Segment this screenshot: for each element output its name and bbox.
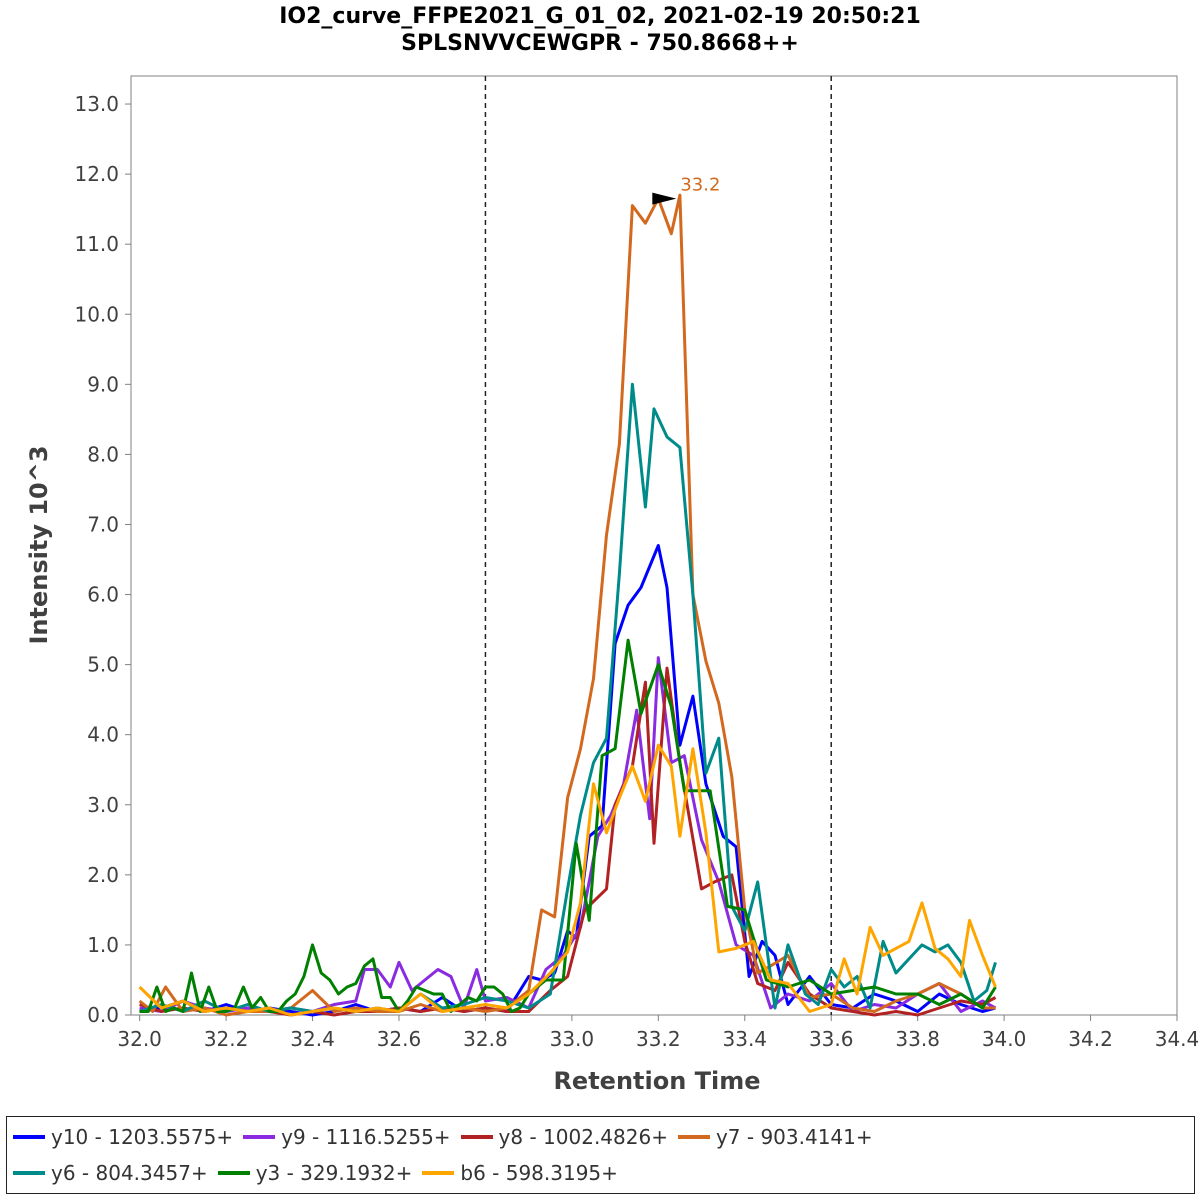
series-line xyxy=(139,666,997,1017)
legend-item: y7 - 903.4141+ xyxy=(677,1125,873,1149)
chart-subtitle: SPLSNVVCEWGPR - 750.8668++ xyxy=(401,31,799,56)
legend-label: y6 - 804.3457+ xyxy=(51,1161,208,1185)
y-tick-label: 6.0 xyxy=(87,583,119,607)
legend-swatch xyxy=(460,1135,493,1139)
x-tick-label: 33.0 xyxy=(550,1027,595,1051)
y-tick-label: 12.0 xyxy=(74,162,119,186)
y-tick-label: 3.0 xyxy=(87,793,119,817)
legend-item: y8 - 1002.4826+ xyxy=(460,1125,668,1149)
x-axis: 32.0 32.2 32.4 32.6 32.8 33.0 33.2 33.4 33.6 33.8… xyxy=(117,1015,1199,1051)
legend-label: b6 - 598.3195+ xyxy=(460,1161,618,1185)
y-tick-label: 2.0 xyxy=(87,863,119,887)
y-tick-label: 10.0 xyxy=(74,302,119,326)
y-tick-label: 11.0 xyxy=(74,232,119,256)
legend-label: y3 - 329.1932+ xyxy=(255,1161,413,1185)
legend-swatch xyxy=(217,1171,250,1175)
y-tick-label: 13.0 xyxy=(74,92,119,116)
series-line xyxy=(138,193,996,1017)
legend-label: y10 - 1203.5575+ xyxy=(51,1125,234,1149)
legend-swatch xyxy=(13,1171,45,1175)
x-tick-label: 33.4 xyxy=(723,1027,768,1051)
legend-label: y7 - 903.4141+ xyxy=(715,1125,873,1149)
y-tick-label: 5.0 xyxy=(87,653,119,677)
x-tick-label: 32.6 xyxy=(377,1027,422,1051)
chart-title: IO2_curve_FFPE2021_G_01_02, 2021-02-19 2… xyxy=(279,4,921,29)
legend-swatch xyxy=(422,1171,455,1175)
legend-swatch xyxy=(677,1135,710,1139)
x-tick-label: 32.4 xyxy=(290,1027,335,1051)
boundary-markers xyxy=(484,76,832,1015)
legend-label: y8 - 1002.4826+ xyxy=(498,1125,668,1149)
x-tick-label: 34.4 xyxy=(1155,1027,1200,1051)
x-tick-label: 32.2 xyxy=(204,1027,249,1051)
legend-item: y9 - 1116.5255+ xyxy=(243,1125,451,1149)
x-tick-label: 32.8 xyxy=(463,1027,508,1051)
series-line xyxy=(139,638,997,1013)
legend-swatch xyxy=(13,1135,45,1139)
legend-item: y6 - 804.3457+ xyxy=(13,1161,208,1185)
x-tick-label: 34.0 xyxy=(982,1027,1027,1051)
series-line xyxy=(139,382,997,1013)
y-tick-label: 7.0 xyxy=(87,512,119,536)
y-tick-label: 1.0 xyxy=(87,933,119,957)
legend-item: y3 - 329.1932+ xyxy=(217,1161,413,1185)
x-tick-label: 32.0 xyxy=(117,1027,162,1051)
series-lines xyxy=(138,193,997,1017)
x-tick-label: 33.2 xyxy=(636,1027,681,1051)
y-axis-label: Intensity 10^3 xyxy=(25,445,53,644)
peak-annotation: 33.2 xyxy=(652,175,720,205)
peak-label: 33.2 xyxy=(680,175,720,196)
y-tick-label: 9.0 xyxy=(87,372,119,396)
y-axis: 0.0 1.0 2.0 3.0 4.0 5.0 6.0 7.0 8.0 9.0 10.0 11.0 12… xyxy=(74,92,131,1027)
y-tick-label: 4.0 xyxy=(87,723,119,747)
legend-row-1: y10 - 1203.5575+ y9 - 1116.5255+ y8 - 10… xyxy=(7,1119,877,1155)
series-line xyxy=(138,743,997,1017)
legend: y10 - 1203.5575+ y9 - 1116.5255+ y8 - 10… xyxy=(6,1116,1195,1194)
x-tick-label: 33.6 xyxy=(809,1027,854,1051)
y-tick-label: 0.0 xyxy=(87,1003,119,1027)
x-tick-label: 34.2 xyxy=(1068,1027,1113,1051)
peak-arrow xyxy=(652,192,677,205)
x-axis-label: Retention Time xyxy=(553,1067,760,1095)
chart: IO2_curve_FFPE2021_G_01_02, 2021-02-19 2… xyxy=(25,4,1199,1095)
y-tick-label: 8.0 xyxy=(87,442,119,466)
legend-item: b6 - 598.3195+ xyxy=(422,1161,618,1185)
plot-area xyxy=(130,75,1178,1016)
legend-swatch xyxy=(243,1135,276,1139)
series-line xyxy=(139,656,997,1013)
legend-row-2: y6 - 804.3457+ y3 - 329.1932+ b6 - 598.3… xyxy=(7,1155,622,1191)
legend-label: y9 - 1116.5255+ xyxy=(281,1125,451,1149)
legend-item: y10 - 1203.5575+ xyxy=(13,1125,233,1149)
x-tick-label: 33.8 xyxy=(895,1027,940,1051)
